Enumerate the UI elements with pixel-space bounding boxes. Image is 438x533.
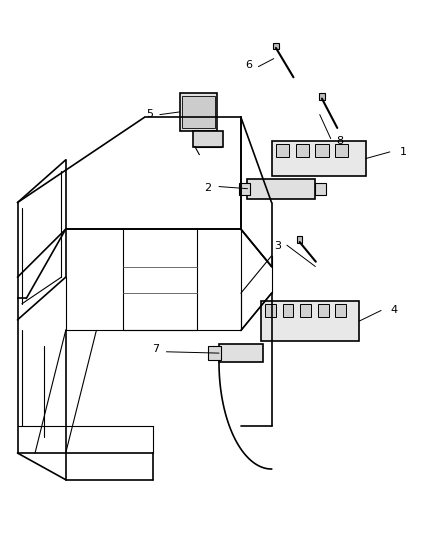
Bar <box>265 304 276 317</box>
Bar <box>276 144 289 157</box>
Bar <box>297 236 302 243</box>
Bar <box>180 93 217 131</box>
Bar <box>208 346 221 360</box>
Bar <box>182 96 215 128</box>
Text: 1: 1 <box>399 147 406 157</box>
Bar <box>273 43 279 49</box>
Text: 5: 5 <box>146 109 153 118</box>
Bar <box>318 304 328 317</box>
Text: 6: 6 <box>245 60 252 70</box>
Text: 4: 4 <box>391 305 398 316</box>
Text: 2: 2 <box>205 183 212 192</box>
Text: 7: 7 <box>152 344 159 354</box>
Bar <box>315 144 328 157</box>
Bar <box>239 183 250 195</box>
Bar <box>300 304 311 317</box>
Bar <box>219 344 263 362</box>
Bar <box>296 144 309 157</box>
Bar <box>272 141 366 176</box>
Bar <box>193 131 223 147</box>
Text: 8: 8 <box>336 136 343 146</box>
Bar <box>335 144 348 157</box>
Bar <box>283 304 293 317</box>
Bar <box>261 301 359 341</box>
Text: 3: 3 <box>275 241 282 251</box>
Bar <box>319 93 325 100</box>
Bar <box>335 304 346 317</box>
Bar <box>247 179 315 199</box>
Bar <box>315 183 326 195</box>
